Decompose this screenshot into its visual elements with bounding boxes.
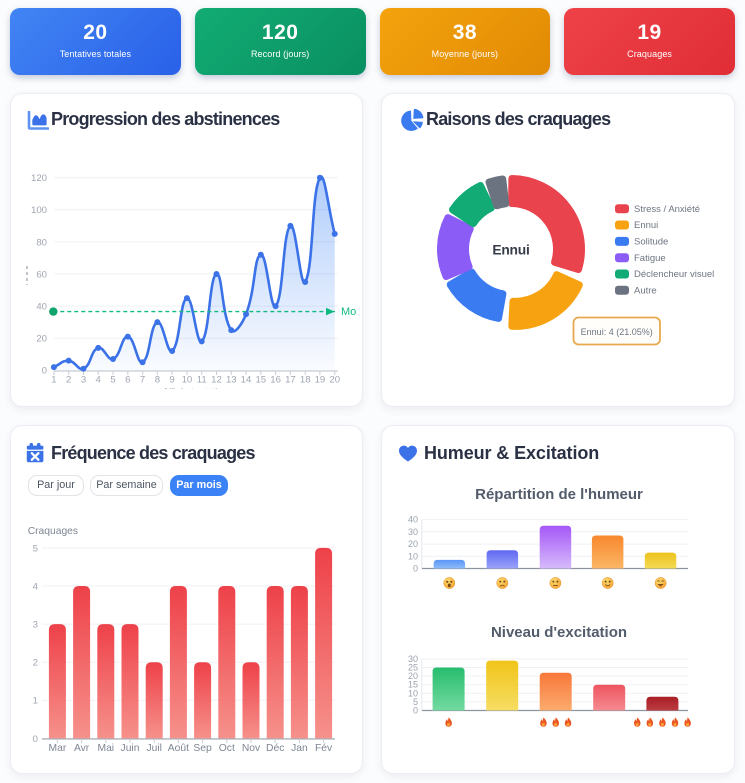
svg-text:4: 4 <box>33 581 39 592</box>
svg-text:1: 1 <box>33 696 38 707</box>
svg-text:6: 6 <box>125 375 130 386</box>
svg-text:20: 20 <box>329 375 340 386</box>
svg-text:10: 10 <box>408 688 418 698</box>
svg-text:60: 60 <box>36 269 47 280</box>
svg-text:20: 20 <box>408 671 418 681</box>
svg-text:10: 10 <box>182 375 193 386</box>
svg-text:16: 16 <box>270 375 281 386</box>
svg-text:7: 7 <box>140 375 145 386</box>
svg-text:3: 3 <box>81 375 86 386</box>
svg-text:15: 15 <box>255 375 266 386</box>
svg-text:Ennui: Ennui <box>634 220 658 231</box>
svg-text:120: 120 <box>31 173 47 184</box>
svg-text:Sep: Sep <box>193 743 212 754</box>
svg-text:Mo: Mo <box>341 306 356 318</box>
svg-text:0: 0 <box>42 366 47 377</box>
svg-text:12: 12 <box>211 375 222 386</box>
svg-text:0: 0 <box>413 564 418 574</box>
svg-text:Ennui: 4 (21.05%): Ennui: 4 (21.05%) <box>581 327 653 337</box>
svg-text:Jan: Jan <box>291 743 308 754</box>
svg-text:5: 5 <box>33 543 38 554</box>
svg-text:Autre: Autre <box>634 286 657 297</box>
svg-text:18: 18 <box>300 375 311 386</box>
svg-text:2: 2 <box>66 375 71 386</box>
svg-text:Ennui: Ennui <box>492 243 529 258</box>
svg-text:15: 15 <box>408 680 418 690</box>
svg-text:0: 0 <box>413 706 418 716</box>
svg-text:40: 40 <box>36 302 47 313</box>
svg-text:11: 11 <box>197 375 207 386</box>
svg-text:40: 40 <box>408 515 418 525</box>
svg-text:13: 13 <box>226 375 237 386</box>
svg-text:2: 2 <box>33 658 38 669</box>
svg-text:Déclencheur visuel: Déclencheur visuel <box>634 269 714 280</box>
svg-text:8: 8 <box>155 375 160 386</box>
svg-text:Août: Août <box>168 743 189 754</box>
svg-text:20: 20 <box>408 539 418 549</box>
svg-text:Fatigue: Fatigue <box>634 253 666 264</box>
svg-text:3: 3 <box>33 620 38 631</box>
svg-text:Répartition de l'humeur: Répartition de l'humeur <box>475 486 643 503</box>
svg-text:Mai: Mai <box>98 743 115 754</box>
svg-text:14: 14 <box>241 375 252 386</box>
svg-text:0: 0 <box>33 734 38 745</box>
svg-text:Juin: Juin <box>121 743 140 754</box>
svg-text:5: 5 <box>413 697 418 707</box>
svg-text:30: 30 <box>408 654 418 664</box>
svg-text:Nov: Nov <box>242 743 261 754</box>
svg-text:5: 5 <box>110 375 115 386</box>
svg-text:20: 20 <box>36 334 47 345</box>
svg-text:80: 80 <box>36 237 47 248</box>
svg-text:25: 25 <box>408 663 418 673</box>
svg-text:Niveau d'excitation: Niveau d'excitation <box>491 624 627 641</box>
svg-text:100: 100 <box>31 205 47 216</box>
svg-text:Oct: Oct <box>219 743 235 754</box>
svg-text:30: 30 <box>408 527 418 537</box>
svg-text:Solitude: Solitude <box>634 237 668 248</box>
svg-text:Déc: Déc <box>266 743 284 754</box>
svg-text:17: 17 <box>285 375 296 386</box>
svg-text:Craquages: Craquages <box>28 526 78 537</box>
svg-text:Avr: Avr <box>74 743 90 754</box>
svg-text:N° de tentative: N° de tentative <box>164 386 227 397</box>
svg-text:19: 19 <box>315 375 326 386</box>
svg-text:10: 10 <box>408 551 418 561</box>
svg-text:Mar: Mar <box>49 743 67 754</box>
svg-text:Juil: Juil <box>146 743 161 754</box>
svg-text:9: 9 <box>169 375 174 386</box>
svg-text:4: 4 <box>96 375 102 386</box>
svg-text:1: 1 <box>51 375 56 386</box>
svg-text:Stress / Anxiété: Stress / Anxiété <box>634 204 700 215</box>
svg-text:Fév: Fév <box>315 743 333 754</box>
